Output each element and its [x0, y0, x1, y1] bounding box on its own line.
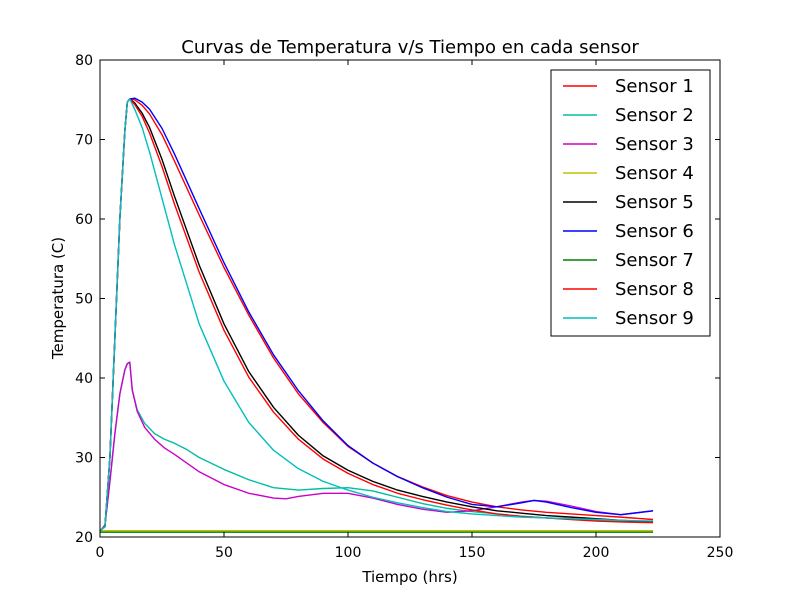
series-line-sensor-3 — [99, 361, 654, 532]
y-tick-label: 70 — [75, 133, 93, 149]
x-tick-label: 150 — [459, 545, 486, 561]
series-line-sensor-9 — [99, 98, 654, 532]
legend-label-sensor-4: Sensor 4 — [615, 163, 694, 184]
legend-label-sensor-9: Sensor 9 — [615, 308, 694, 329]
legend-label-sensor-5: Sensor 5 — [615, 192, 694, 213]
y-tick-label: 20 — [75, 530, 93, 546]
x-tick-label: 0 — [96, 545, 105, 561]
legend-label-sensor-3: Sensor 3 — [615, 134, 694, 155]
x-axis-label: Tiempo (hrs) — [361, 568, 457, 586]
y-tick-label: 60 — [75, 212, 93, 228]
x-tick-label: 100 — [335, 545, 362, 561]
legend-label-sensor-2: Sensor 2 — [615, 105, 694, 126]
legend-label-sensor-6: Sensor 6 — [615, 221, 694, 242]
y-tick-label: 40 — [75, 371, 93, 387]
chart-title: Curvas de Temperatura v/s Tiempo en cada… — [181, 37, 639, 58]
y-tick-label: 80 — [75, 53, 93, 69]
legend-label-sensor-1: Sensor 1 — [615, 76, 694, 97]
legend-label-sensor-7: Sensor 7 — [615, 250, 694, 271]
x-tick-label: 200 — [583, 545, 610, 561]
y-axis-label: Temperatura (C) — [49, 237, 67, 360]
legend: Sensor 1 Sensor 2 Sensor 3 Sensor 4 Sensor 5… — [550, 69, 711, 337]
axis-ticks: 0 50 100 150 200 250 20 30 40 50 60 70 80 — [75, 53, 733, 561]
x-tick-label: 50 — [215, 545, 233, 561]
y-tick-label: 50 — [75, 292, 93, 308]
plot-lines — [99, 97, 654, 533]
x-tick-label: 250 — [707, 545, 734, 561]
legend-label-sensor-8: Sensor 8 — [615, 279, 694, 300]
y-tick-label: 30 — [75, 451, 93, 467]
